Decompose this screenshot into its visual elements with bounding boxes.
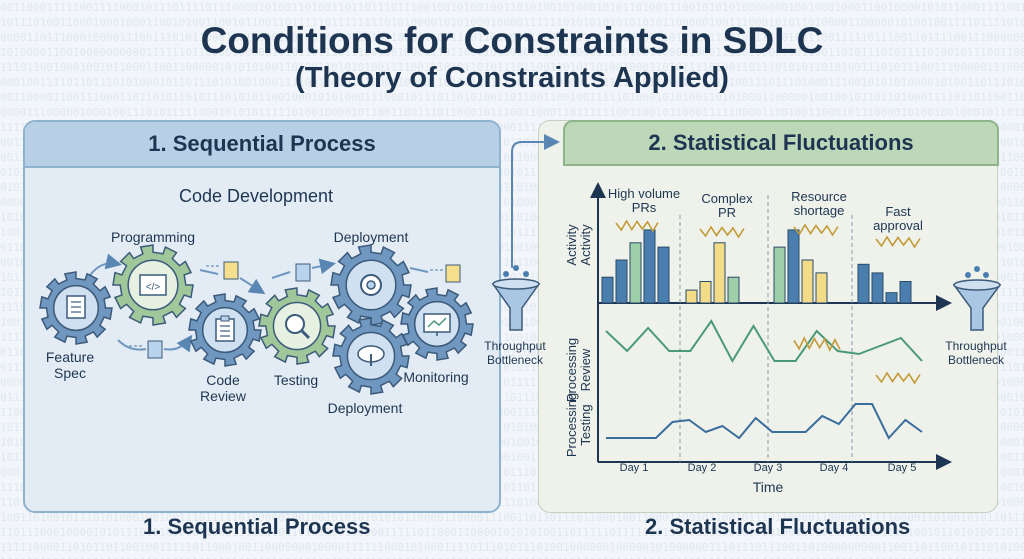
programming-gear: </>	[112, 244, 194, 326]
middle-funnel-label: Throughput Bottleneck	[484, 339, 546, 367]
stage-label-deployment-bottom: Deployment	[328, 400, 403, 416]
processing-lines	[605, 319, 923, 440]
document-pen-icon	[66, 295, 86, 319]
right-funnel-label: Throughput Bottleneck	[945, 339, 1007, 367]
code-development-title: Code Development	[179, 186, 333, 206]
chart-annotation: Resource shortage	[791, 189, 847, 218]
x-axis-label: Time	[753, 479, 784, 495]
code-review-gear	[188, 293, 262, 367]
chart-annotation: Fast approval	[873, 204, 923, 233]
page-title: Conditions for Constraints in SDLC	[200, 20, 824, 61]
x-tick-label: Day 5	[888, 462, 917, 474]
row-label-text: ProcessingReview	[564, 338, 593, 402]
fluctuation-mark	[699, 225, 745, 239]
settings-icon	[360, 274, 382, 296]
row-label-text: ActivityActivity	[564, 224, 593, 266]
row-labels: ActivityActivity ProcessingReviewProcessi…	[564, 224, 593, 457]
footer-sequential-process: 1. Sequential Process	[143, 514, 371, 539]
fluctuation-mark	[615, 219, 659, 233]
document-icon	[430, 264, 461, 283]
fluctuation-mark	[875, 235, 921, 249]
activity-bar	[601, 276, 614, 304]
cloud-icon	[357, 345, 385, 366]
activity-bar	[871, 272, 884, 304]
svg-text:</>: </>	[146, 282, 161, 293]
document-icon	[206, 261, 239, 280]
x-tick-label: Day 1	[620, 462, 649, 474]
footer-statistical-fluctuations: 2. Statistical Fluctuations	[645, 514, 911, 539]
testing-gear	[258, 287, 336, 365]
stage-label-code-review: Code Review	[200, 372, 247, 404]
activity-bar	[801, 259, 814, 304]
fluctuation-mark	[875, 371, 921, 385]
stage-label-testing: Testing	[274, 372, 318, 388]
document-icon	[124, 340, 163, 359]
activity-bar	[857, 263, 870, 304]
feature-spec-gear	[39, 271, 113, 345]
chart-annotations: High volume PRs Complex PR Resource shortage F…	[608, 186, 923, 233]
activity-bar	[787, 229, 800, 304]
code-window-icon: </>	[139, 274, 167, 296]
activity-bar	[899, 281, 912, 304]
activity-bar	[773, 246, 786, 304]
stage-labels: Programming Feature Spec Code Review Testing D…	[46, 229, 469, 416]
activity-bar	[685, 289, 698, 304]
middle-funnel-label-text: Throughput Bottleneck	[484, 339, 546, 367]
page-subtitle: (Theory of Constraints Applied)	[295, 62, 729, 94]
row-label: ActivityActivity	[564, 224, 593, 266]
flow-arrow	[511, 134, 560, 268]
deployment-bottom-gear	[332, 317, 410, 395]
document-icons	[124, 261, 461, 359]
x-tick-label: Day 3	[754, 462, 783, 474]
document-icon	[295, 263, 311, 282]
deployment-top-gear	[330, 244, 412, 326]
x-tick-label: Day 2	[688, 462, 717, 474]
stage-label-programming: Programming	[111, 229, 195, 245]
activity-bars	[601, 229, 912, 304]
stage-label-feature-spec: Feature Spec	[46, 349, 94, 381]
activity-bar	[815, 272, 828, 304]
row-label: ProcessingTesting	[564, 393, 593, 457]
activity-bar	[657, 246, 670, 304]
sequential-process-header: 1. Sequential Process	[25, 122, 499, 168]
fluctuation-mark	[793, 223, 839, 237]
chart-annotation: Complex PR	[701, 191, 753, 220]
fluctuation-marks	[615, 219, 921, 385]
magnifier-icon	[285, 314, 311, 340]
x-tick-label: Day 4	[820, 462, 849, 474]
activity-bar	[615, 259, 628, 304]
row-label-text: ProcessingTesting	[564, 393, 593, 457]
statistical-fluctuations-header: 2. Statistical Fluctuations	[563, 120, 999, 166]
gear-group: </>	[39, 244, 474, 395]
testing-processing-line	[606, 403, 923, 440]
activity-bar	[643, 229, 656, 304]
review-processing-line	[605, 319, 923, 364]
activity-bar	[727, 276, 740, 304]
activity-bar	[699, 281, 712, 304]
funnel-icon	[491, 265, 541, 331]
right-funnel-label-text: Throughput Bottleneck	[945, 339, 1007, 367]
row-label: ProcessingReview	[564, 338, 593, 402]
monitoring-gear	[400, 287, 474, 361]
chart-annotation: High volume PRs	[608, 186, 680, 215]
stage-label-deployment-top: Deployment	[334, 229, 409, 245]
activity-bar	[885, 292, 898, 304]
fluctuation-mark	[793, 336, 841, 352]
funnel-icon	[952, 266, 1002, 331]
monitor-chart-icon	[423, 313, 451, 336]
x-tick-labels: Day 1 Day 2 Day 3 Day 4 Day 5	[620, 462, 917, 474]
activity-bar	[629, 242, 642, 304]
stage-label-monitoring: Monitoring	[403, 369, 468, 385]
clipboard-icon	[215, 315, 235, 342]
activity-bar	[713, 242, 726, 304]
